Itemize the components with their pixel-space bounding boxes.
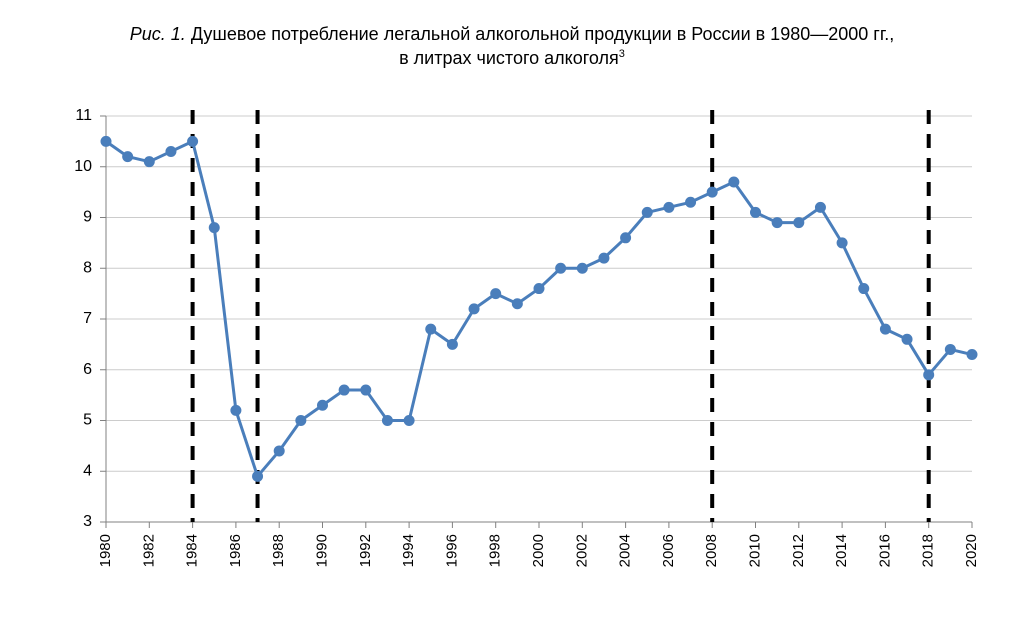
footnote-marker: 3 (619, 48, 625, 60)
data-marker (642, 207, 652, 217)
xtick-label: 2014 (833, 534, 850, 567)
data-marker (837, 238, 847, 248)
data-marker (577, 263, 587, 273)
xtick-label: 2020 (963, 534, 980, 567)
data-marker (253, 471, 263, 481)
xtick-label: 2012 (790, 534, 807, 567)
xtick-label: 1980 (97, 534, 114, 567)
ytick-label: 7 (83, 310, 92, 327)
ytick-label: 10 (74, 158, 92, 175)
data-marker (599, 253, 609, 263)
data-marker (382, 416, 392, 426)
data-marker (902, 334, 912, 344)
xtick-label: 2000 (530, 534, 547, 567)
xtick-label: 1990 (313, 534, 330, 567)
xtick-label: 2002 (573, 534, 590, 567)
data-marker (404, 416, 414, 426)
data-marker (751, 207, 761, 217)
data-marker (686, 197, 696, 207)
data-marker (664, 202, 674, 212)
data-marker (512, 299, 522, 309)
ytick-label: 6 (83, 361, 92, 378)
xtick-label: 1996 (443, 534, 460, 567)
data-marker (274, 446, 284, 456)
figure-label: Рис. 1. (130, 24, 186, 44)
ytick-label: 8 (83, 259, 92, 276)
ytick-label: 3 (83, 513, 92, 530)
xtick-label: 2006 (660, 534, 677, 567)
data-marker (231, 405, 241, 415)
data-marker (491, 289, 501, 299)
data-marker (188, 136, 198, 146)
data-marker (772, 218, 782, 228)
data-line (106, 141, 972, 476)
xtick-label: 1982 (140, 534, 157, 567)
xtick-label: 1988 (270, 534, 287, 567)
ytick-label: 5 (83, 412, 92, 429)
data-marker (621, 233, 631, 243)
data-marker (339, 385, 349, 395)
xtick-label: 1992 (357, 534, 374, 567)
data-marker (144, 157, 154, 167)
data-marker (209, 223, 219, 233)
xtick-label: 2008 (703, 534, 720, 567)
data-marker (924, 370, 934, 380)
data-marker (945, 344, 955, 354)
data-marker (447, 339, 457, 349)
xtick-label: 1986 (227, 534, 244, 567)
xtick-label: 1998 (487, 534, 504, 567)
xtick-label: 1994 (400, 534, 417, 567)
data-marker (123, 152, 133, 162)
data-marker (880, 324, 890, 334)
data-marker (426, 324, 436, 334)
data-marker (534, 284, 544, 294)
data-marker (101, 136, 111, 146)
data-marker (361, 385, 371, 395)
xtick-label: 2010 (746, 534, 763, 567)
chart-title-block: Рис. 1. Душевое потребление легальной ал… (0, 22, 1024, 71)
chart-title-line2: в литрах чистого алкоголя (399, 48, 619, 68)
data-marker (556, 263, 566, 273)
data-marker (707, 187, 717, 197)
chart-title-line1: Душевое потребление легальной алкогольно… (191, 24, 894, 44)
data-marker (296, 416, 306, 426)
data-marker (166, 147, 176, 157)
data-marker (318, 400, 328, 410)
data-marker (815, 202, 825, 212)
data-marker (729, 177, 739, 187)
xtick-label: 1984 (184, 534, 201, 567)
data-marker (967, 350, 977, 360)
ytick-label: 4 (83, 462, 92, 479)
data-marker (859, 284, 869, 294)
ytick-label: 9 (83, 209, 92, 226)
data-marker (469, 304, 479, 314)
data-marker (794, 218, 804, 228)
xtick-label: 2004 (617, 534, 634, 567)
xtick-label: 2016 (876, 534, 893, 567)
chart-figure: Рис. 1. Душевое потребление легальной ал… (0, 0, 1024, 617)
chart-plot: 3 4 5 6 7 8 9 10 11 1980 1982 1984 1986 1988 1990 1992 1… (0, 0, 1024, 617)
ytick-label: 11 (75, 107, 92, 124)
xtick-label: 2018 (920, 534, 937, 567)
